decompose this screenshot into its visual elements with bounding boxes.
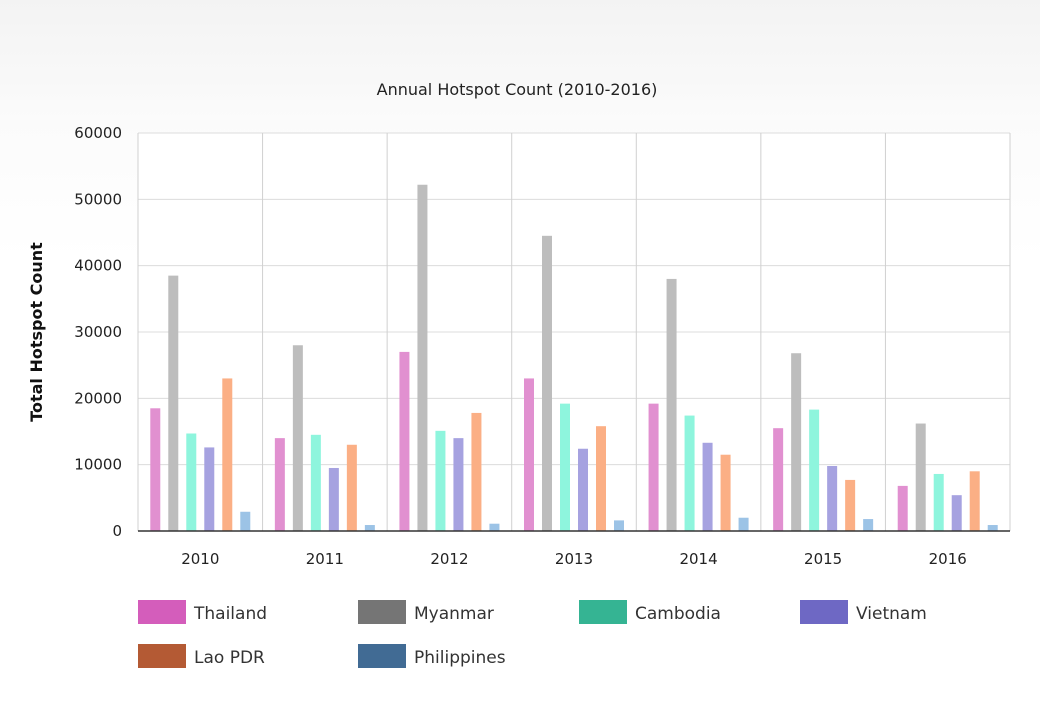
bar-myanmar-2014 <box>666 278 677 531</box>
legend-swatch <box>138 600 186 624</box>
legend-item-philippines[interactable]: Philippines <box>358 644 506 668</box>
bar-myanmar-2010 <box>168 275 179 531</box>
legend-swatch <box>358 644 406 668</box>
bar-lao-pdr-2011 <box>346 444 357 531</box>
bar-cambodia-2013 <box>560 403 570 531</box>
x-tick-label: 2014 <box>679 550 717 568</box>
bar-thailand-2014 <box>648 403 659 531</box>
bar-thailand-2011 <box>274 438 285 531</box>
y-tick-label: 50000 <box>74 190 122 208</box>
bar-cambodia-2010 <box>186 433 197 531</box>
plot-area: 0 10000 20000 30000 40000 50000 60000 2010 2011 2… <box>74 124 1011 568</box>
legend-swatch <box>579 600 627 624</box>
x-tick-label: 2015 <box>804 550 842 568</box>
x-tick-label: 2010 <box>181 550 219 568</box>
bar-cambodia-2014 <box>684 415 695 531</box>
legend-swatch <box>358 600 406 624</box>
y-tick-label: 10000 <box>74 456 122 474</box>
bar-vietnam-2012 <box>453 438 464 531</box>
bar-lao-pdr-2013 <box>596 426 606 531</box>
bar-philippines-2012 <box>489 523 500 531</box>
x-tick-label: 2013 <box>555 550 593 568</box>
bar-vietnam-2013 <box>578 448 588 531</box>
legend-item-vietnam[interactable]: Vietnam <box>800 600 927 624</box>
bar-thailand-2016 <box>897 485 908 531</box>
legend-label: Thailand <box>193 604 267 624</box>
bar-vietnam-2010 <box>204 447 215 531</box>
bar-vietnam-2014 <box>702 442 713 531</box>
y-tick-label: 60000 <box>74 124 122 142</box>
bar-vietnam-2011 <box>328 467 339 531</box>
bar-philippines-2010 <box>240 511 251 531</box>
legend-swatch <box>800 600 848 624</box>
bar-myanmar-2016 <box>915 423 926 531</box>
bar-thailand-2015 <box>773 428 784 531</box>
bar-lao-pdr-2015 <box>845 479 856 531</box>
bar-lao-pdr-2014 <box>720 454 731 531</box>
bar-myanmar-2013 <box>542 235 552 532</box>
legend-label: Philippines <box>414 648 506 668</box>
x-tick-label: 2011 <box>306 550 344 568</box>
bar-thailand-2012 <box>399 351 410 531</box>
bar-vietnam-2016 <box>951 495 962 531</box>
legend-item-thailand[interactable]: Thailand <box>138 600 267 624</box>
bar-thailand-2010 <box>150 408 161 531</box>
bar-cambodia-2011 <box>310 434 321 531</box>
bar-myanmar-2012 <box>417 184 428 532</box>
x-tick-label: 2012 <box>430 550 468 568</box>
y-tick-label: 0 <box>112 522 122 540</box>
bar-cambodia-2012 <box>435 430 446 531</box>
legend-label: Vietnam <box>856 604 927 624</box>
bar-philippines-2016 <box>987 525 998 531</box>
bar-philippines-2015 <box>863 519 874 531</box>
legend-item-cambodia[interactable]: Cambodia <box>579 600 721 624</box>
bar-lao-pdr-2010 <box>222 378 233 531</box>
y-axis-label: Total Hotspot Count <box>27 242 46 422</box>
bar-philippines-2013 <box>614 520 624 531</box>
bar-cambodia-2016 <box>933 473 944 531</box>
legend-item-lao-pdr[interactable]: Lao PDR <box>138 644 265 668</box>
bar-philippines-2011 <box>364 525 375 531</box>
bar-thailand-2013 <box>524 378 534 531</box>
bar-vietnam-2015 <box>827 465 838 531</box>
legend-label: Cambodia <box>635 604 721 624</box>
legend: Thailand Myanmar Cambodia Vietnam Lao PDR Phi… <box>138 600 927 668</box>
x-tick-label: 2016 <box>929 550 967 568</box>
bar-lao-pdr-2012 <box>471 412 482 531</box>
y-tick-label: 40000 <box>74 257 122 275</box>
legend-swatch <box>138 644 186 668</box>
bar-cambodia-2015 <box>809 409 820 531</box>
legend-label: Myanmar <box>414 604 494 624</box>
legend-item-myanmar[interactable]: Myanmar <box>358 600 494 624</box>
bar-philippines-2014 <box>738 517 749 531</box>
bar-lao-pdr-2016 <box>969 471 980 531</box>
bar-myanmar-2011 <box>292 345 303 531</box>
legend-label: Lao PDR <box>194 648 265 668</box>
bar-myanmar-2015 <box>791 353 802 531</box>
chart-title: Annual Hotspot Count (2010-2016) <box>377 80 658 99</box>
y-tick-label: 20000 <box>74 389 122 407</box>
y-tick-label: 30000 <box>74 323 122 341</box>
